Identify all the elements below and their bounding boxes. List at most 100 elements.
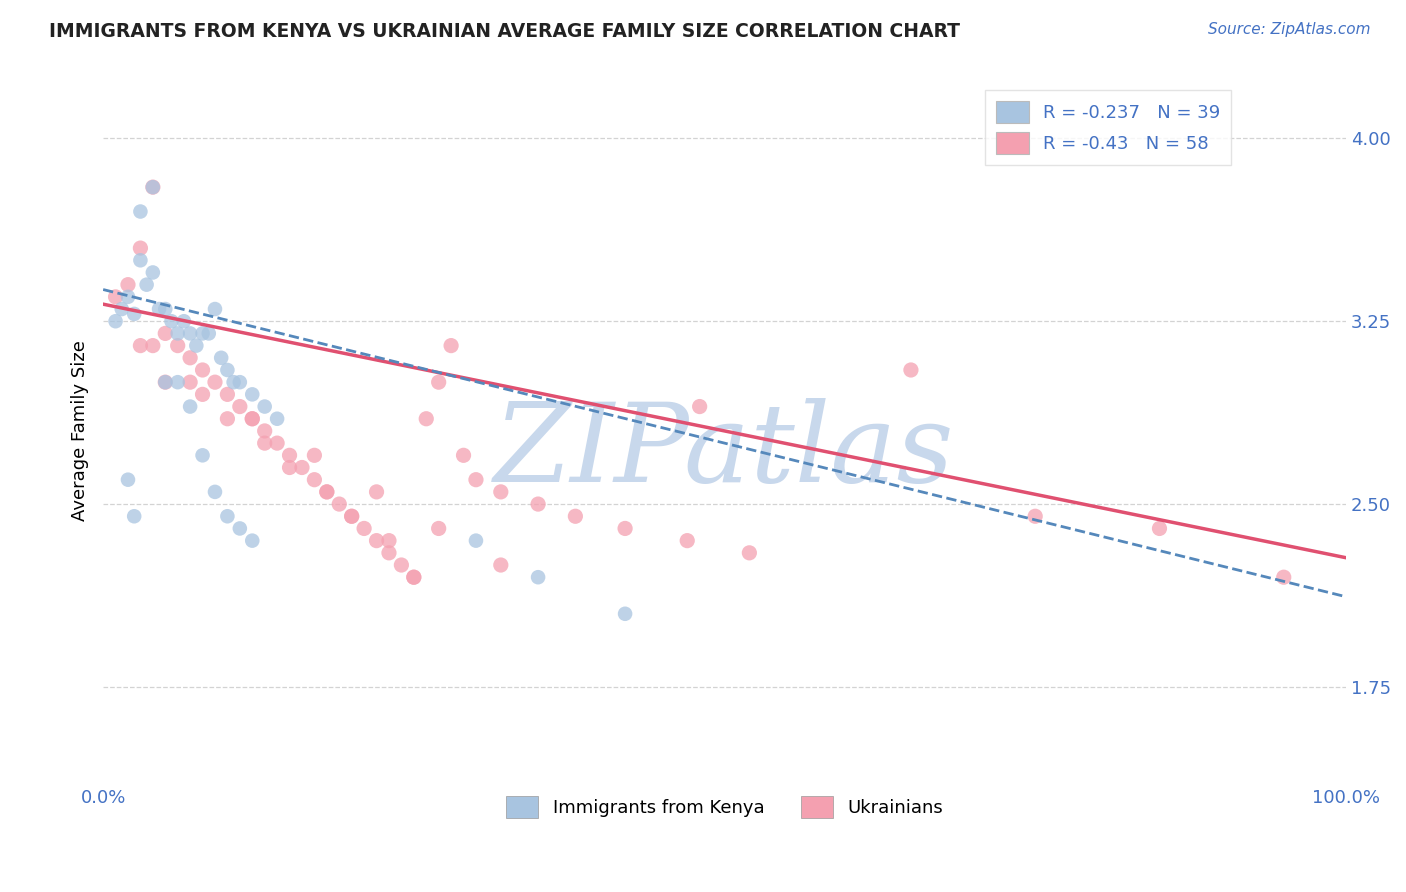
Point [117,473,139,487]
Point [122,509,145,524]
Point [366,484,388,499]
Point [166,326,188,341]
Point [353,521,375,535]
Point [135,277,157,292]
Point [191,326,214,341]
Point [304,448,326,462]
Point [304,473,326,487]
Point [240,411,263,425]
Point [253,424,276,438]
Point [117,290,139,304]
Point [209,351,232,365]
Point [142,338,165,352]
Point [614,521,637,535]
Point [117,277,139,292]
Point [179,326,201,341]
Point [142,180,165,194]
Point [204,301,226,316]
Point [166,338,188,352]
Point [278,460,301,475]
Point [266,436,288,450]
Point [155,375,177,389]
Point [564,509,586,524]
Point [160,314,183,328]
Point [197,326,219,341]
Point [440,338,463,352]
Point [191,387,214,401]
Point [148,301,170,316]
Point [104,314,127,328]
Point [104,290,127,304]
Point [129,241,152,255]
Point [315,484,337,499]
Point [689,400,711,414]
Point [378,533,401,548]
Point [217,363,239,377]
Point [229,375,252,389]
Point [278,448,301,462]
Point [166,375,188,389]
Text: ZIPatlas: ZIPatlas [495,399,955,506]
Point [489,484,512,499]
Point [191,448,214,462]
Point [402,570,425,584]
Point [142,265,165,279]
Point [173,314,195,328]
Point [453,448,475,462]
Point [465,473,488,487]
Point [340,509,363,524]
Point [129,253,152,268]
Point [427,375,450,389]
Point [240,387,263,401]
Point [111,301,134,316]
Point [465,533,488,548]
Text: Source: ZipAtlas.com: Source: ZipAtlas.com [1208,22,1371,37]
Point [1024,509,1046,524]
Point [427,521,450,535]
Point [253,436,276,450]
Point [366,533,388,548]
Point [240,533,263,548]
Point [527,570,550,584]
Y-axis label: Average Family Size: Average Family Size [72,341,89,521]
Point [129,338,152,352]
Point [415,411,437,425]
Point [204,484,226,499]
Point [1272,570,1295,584]
Point [738,546,761,560]
Point [266,411,288,425]
Point [489,558,512,572]
Point [328,497,350,511]
Point [900,363,922,377]
Point [217,387,239,401]
Legend: Immigrants from Kenya, Ukrainians: Immigrants from Kenya, Ukrainians [499,789,950,825]
Point [229,521,252,535]
Point [217,509,239,524]
Point [340,509,363,524]
Point [389,558,412,572]
Point [1149,521,1171,535]
Point [229,400,252,414]
Point [222,375,245,389]
Point [614,607,637,621]
Point [253,400,276,414]
Point [315,484,337,499]
Point [402,570,425,584]
Point [155,375,177,389]
Point [291,460,314,475]
Point [240,411,263,425]
Point [155,301,177,316]
Point [179,375,201,389]
Point [191,363,214,377]
Point [142,180,165,194]
Point [122,307,145,321]
Text: IMMIGRANTS FROM KENYA VS UKRAINIAN AVERAGE FAMILY SIZE CORRELATION CHART: IMMIGRANTS FROM KENYA VS UKRAINIAN AVERA… [49,22,960,41]
Point [179,351,201,365]
Point [217,411,239,425]
Point [155,326,177,341]
Point [378,546,401,560]
Point [186,338,208,352]
Point [527,497,550,511]
Point [676,533,699,548]
Point [179,400,201,414]
